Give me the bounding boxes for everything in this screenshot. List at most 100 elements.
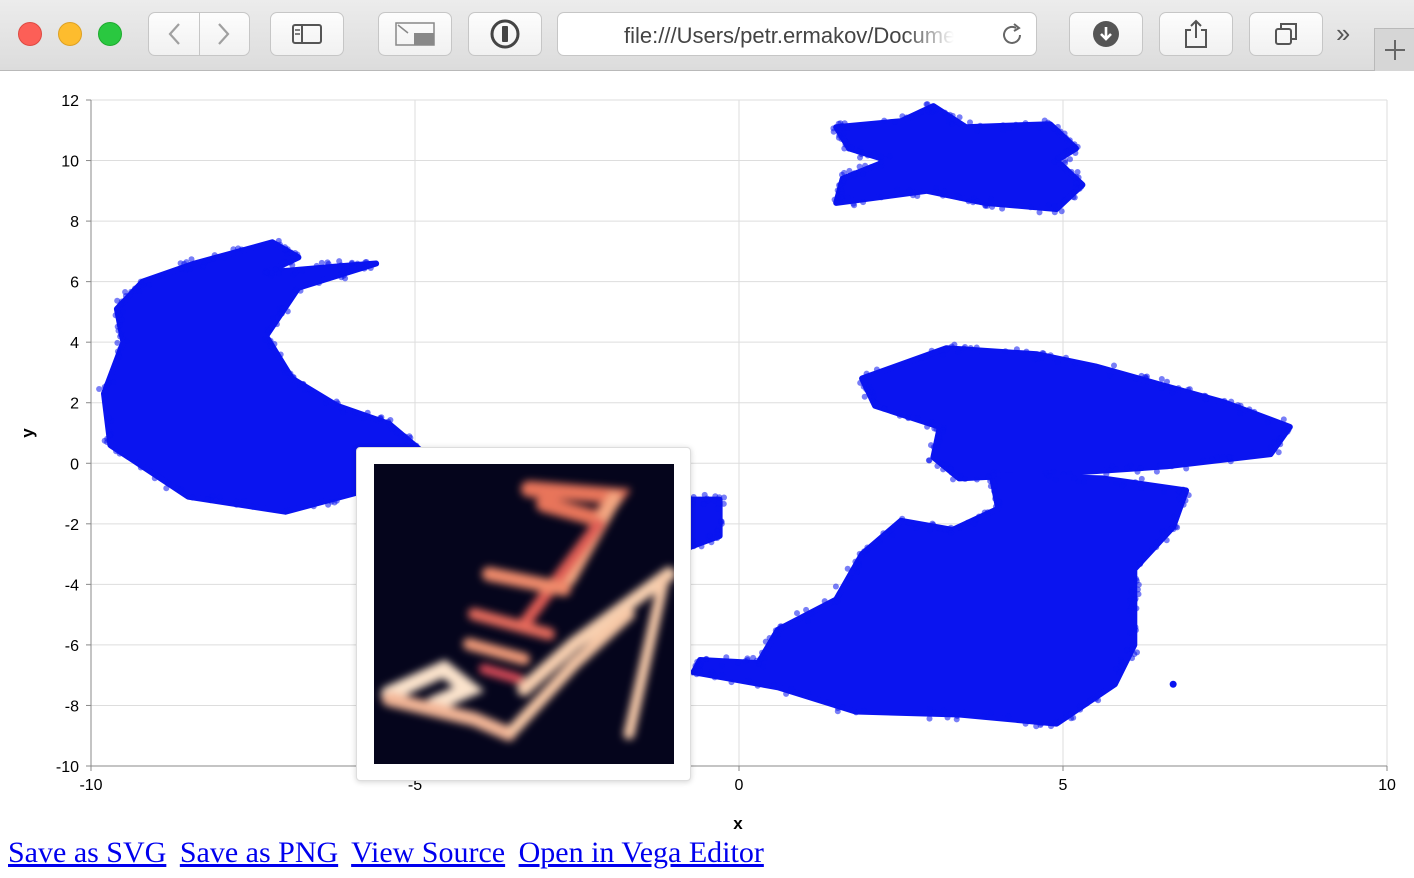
data-point	[1164, 378, 1170, 385]
data-point	[146, 281, 153, 288]
data-point	[930, 444, 937, 451]
data-point	[313, 262, 320, 269]
data-point	[745, 677, 752, 684]
data-point	[1034, 356, 1041, 363]
data-point	[991, 488, 998, 495]
data-point	[1129, 613, 1136, 620]
close-window-button[interactable]	[18, 22, 42, 46]
data-point	[967, 345, 974, 351]
data-point	[976, 513, 982, 520]
data-point	[868, 164, 875, 171]
show-tabs-button[interactable]	[1249, 12, 1323, 56]
data-point	[1221, 397, 1228, 404]
data-point	[964, 519, 971, 526]
y-tick-label: 0	[70, 456, 79, 473]
picture-in-picture-button[interactable]	[378, 12, 452, 56]
data-point	[270, 314, 277, 321]
data-point	[284, 308, 291, 315]
data-point	[276, 270, 282, 277]
data-point	[940, 707, 947, 714]
data-point	[908, 114, 915, 121]
data-point	[926, 457, 933, 464]
save-as-png-link[interactable]: Save as PNG	[179, 836, 339, 869]
reload-icon[interactable]	[998, 21, 1026, 49]
data-point	[846, 167, 853, 174]
data-point	[281, 247, 288, 253]
x-tick-label: -10	[79, 777, 102, 794]
data-point	[701, 501, 708, 507]
data-point	[178, 266, 185, 272]
share-button[interactable]	[1159, 12, 1233, 56]
view-source-link[interactable]: View Source	[351, 836, 506, 869]
data-point	[962, 476, 969, 482]
data-point	[1113, 480, 1119, 487]
data-point	[863, 377, 870, 384]
data-point	[1267, 444, 1274, 451]
y-tick-label: 8	[70, 214, 79, 231]
address-bar-text: file:///Users/petr.ermakov/Documents/ind…	[624, 23, 954, 48]
data-point	[351, 490, 358, 496]
point-cluster-4	[690, 472, 1190, 727]
data-point	[1246, 406, 1253, 413]
more-toolbar-items-icon[interactable]: ››	[1336, 18, 1350, 48]
data-point	[957, 472, 964, 479]
data-point	[137, 464, 144, 471]
data-point	[1000, 122, 1006, 129]
data-point	[1013, 346, 1020, 353]
address-bar[interactable]: file:///Users/petr.ermakov/Documents/ind…	[557, 12, 1037, 56]
new-tab-button[interactable]	[1374, 28, 1414, 71]
data-point	[1140, 550, 1147, 557]
data-point	[697, 667, 703, 674]
data-point	[1002, 348, 1009, 355]
zoom-window-button[interactable]	[98, 22, 122, 46]
data-point	[1050, 468, 1057, 475]
data-point	[1080, 479, 1087, 486]
data-point	[292, 253, 299, 260]
data-point	[301, 387, 308, 394]
back-button[interactable]	[149, 13, 199, 55]
open-in-vega-editor-link[interactable]: Open in Vega Editor	[518, 836, 764, 869]
data-point	[1134, 586, 1141, 593]
data-point	[164, 273, 171, 280]
data-point	[1213, 453, 1220, 460]
data-point	[1168, 463, 1175, 470]
minimize-window-button[interactable]	[58, 22, 82, 46]
data-point	[973, 344, 980, 351]
data-point	[718, 518, 725, 525]
data-point	[277, 241, 283, 248]
data-point	[1127, 462, 1134, 469]
data-point	[1045, 202, 1052, 209]
data-point	[1209, 456, 1216, 463]
data-point	[977, 122, 984, 129]
data-point	[1071, 194, 1078, 201]
data-point	[1132, 479, 1139, 486]
data-point	[873, 366, 880, 373]
data-point	[123, 338, 130, 345]
data-point	[989, 203, 996, 210]
data-point	[878, 153, 885, 160]
save-as-svg-link[interactable]: Save as SVG	[8, 836, 167, 869]
downloads-button[interactable]	[1069, 12, 1143, 56]
data-point	[397, 433, 404, 440]
data-point	[278, 265, 285, 272]
password-manager-button[interactable]	[468, 12, 542, 56]
data-point	[796, 690, 803, 697]
data-point	[1183, 465, 1190, 472]
data-point	[863, 386, 870, 393]
data-point	[266, 342, 273, 349]
data-point	[1163, 537, 1170, 544]
data-point	[933, 426, 940, 433]
forward-button[interactable]	[198, 13, 250, 55]
data-point	[948, 530, 955, 536]
axes: -10 -5 0 5 10 -10 -8 -6 -4 -2 0 2 4 6 8 10 12	[56, 93, 1396, 794]
data-point	[690, 543, 697, 550]
data-point	[924, 101, 931, 108]
data-point	[853, 569, 860, 576]
data-point	[861, 548, 868, 555]
data-point	[117, 301, 124, 308]
sidebar-button[interactable]	[270, 12, 344, 56]
data-point	[1129, 641, 1136, 648]
data-point	[696, 662, 703, 669]
data-point	[1138, 475, 1145, 482]
data-point	[292, 269, 299, 276]
